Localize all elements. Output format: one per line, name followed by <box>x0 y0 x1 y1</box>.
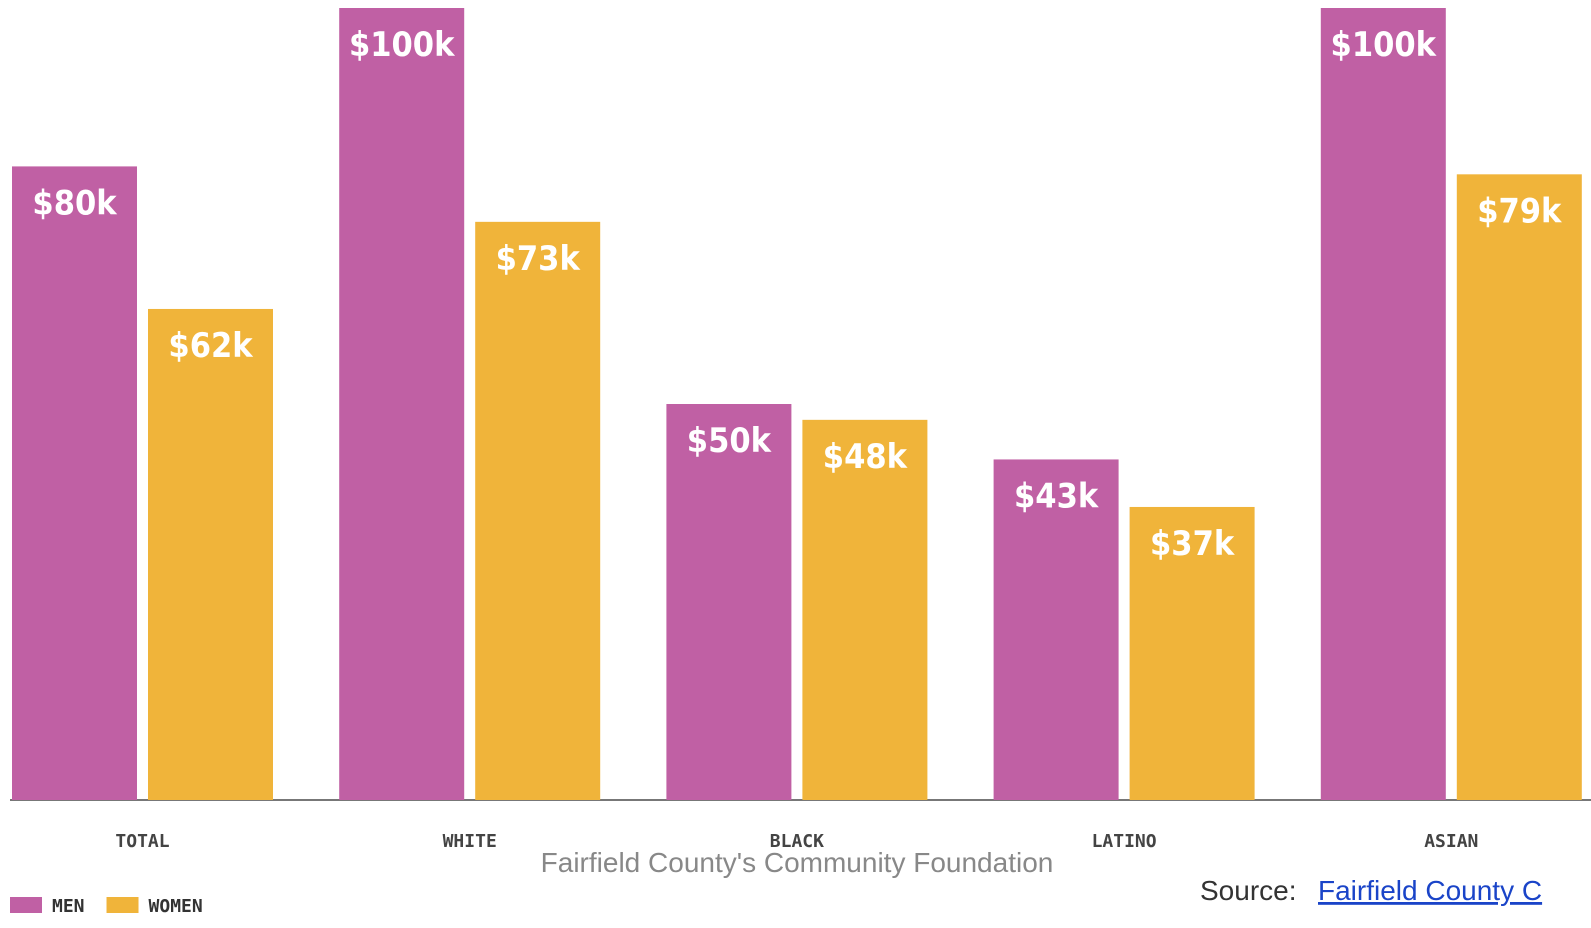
legend-label: MEN <box>52 896 85 917</box>
value-label: $43k <box>1014 476 1099 516</box>
value-label: $73k <box>496 239 581 279</box>
bar <box>148 308 273 800</box>
value-label: $62k <box>168 326 253 366</box>
bar <box>1456 174 1582 800</box>
value-label: $80k <box>32 183 117 223</box>
bar <box>802 419 928 800</box>
bar <box>666 404 792 800</box>
value-label: $48k <box>823 437 908 477</box>
value-label: $37k <box>1150 524 1235 564</box>
x-tick-label: BLACK <box>770 831 824 852</box>
legend-swatch <box>106 897 139 913</box>
legend-label: WOMEN <box>149 896 203 917</box>
x-tick-label: LATINO <box>1092 831 1157 852</box>
bar <box>1320 8 1446 800</box>
source-link[interactable]: Fairfield County C <box>1318 875 1542 906</box>
caption: Fairfield County's Community Foundation <box>541 847 1054 878</box>
bar <box>12 166 137 800</box>
bar <box>339 8 465 800</box>
source-prefix: Source: <box>1200 875 1297 906</box>
bar <box>475 221 601 801</box>
value-label: $79k <box>1477 191 1562 231</box>
legend-swatch <box>10 897 42 913</box>
value-label: $50k <box>687 421 772 461</box>
value-label: $100k <box>349 25 455 65</box>
bar <box>993 459 1119 800</box>
bar <box>1129 506 1255 800</box>
value-label: $100k <box>1331 25 1437 65</box>
x-tick-label: WHITE <box>443 831 497 852</box>
x-tick-label: TOTAL <box>115 831 169 852</box>
x-tick-label: ASIAN <box>1424 831 1478 852</box>
